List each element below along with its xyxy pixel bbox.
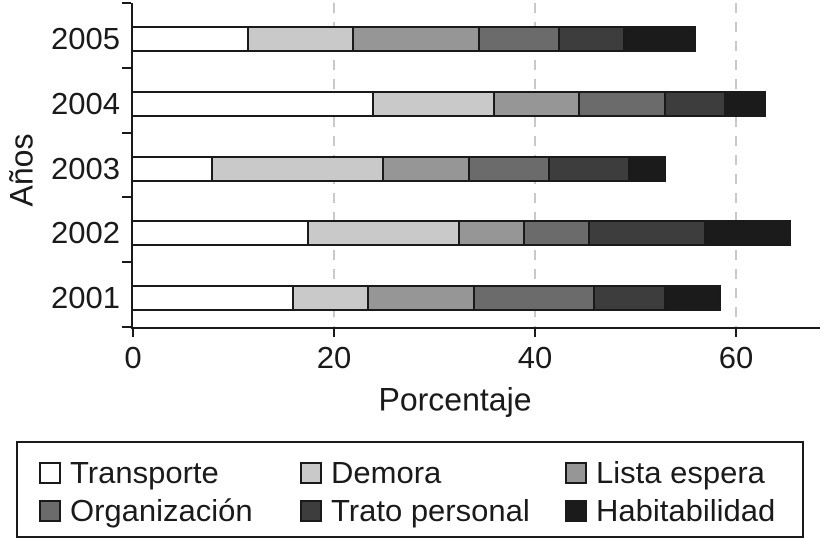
legend-label: Organización (70, 493, 253, 528)
x-tick-label: 20 (316, 340, 352, 375)
legend-swatch-transporte (39, 462, 61, 484)
legend: Transporte Demora Lista espera Organización… (16, 441, 804, 538)
bar-segment-trato-personal (548, 155, 631, 182)
bar-segment-habitabilidad (703, 220, 792, 247)
bar-segment-habitabilidad (623, 26, 696, 52)
x-tick-label: 60 (718, 340, 754, 375)
legend-item-lista-espera: Lista espera (565, 454, 802, 492)
x-axis-title: Porcentaje (378, 381, 532, 418)
legend-swatch-organización (39, 500, 61, 522)
bar-2005 (131, 26, 696, 52)
y-axis-tick (122, 66, 131, 69)
legend-swatch-habitabilidad (565, 500, 587, 522)
bar-segment-habitabilidad (663, 285, 721, 312)
x-axis-tick (534, 329, 536, 337)
legend-label: Trato personal (331, 493, 530, 528)
y-axis-tick (122, 131, 131, 134)
bar-2002 (131, 220, 792, 247)
bar-segment-transporte (131, 220, 309, 247)
bar-segment-trato-personal (558, 26, 626, 52)
year-label-2001: 2001 (51, 280, 120, 316)
x-tick-label: 40 (517, 340, 553, 375)
year-label-2004: 2004 (51, 85, 120, 121)
legend-item-habitabilidad: Habitabilidad (565, 492, 802, 530)
bar-2004 (131, 90, 767, 117)
bar-segment-trato-personal (663, 90, 726, 117)
y-axis-tick (122, 261, 131, 264)
bar-segment-organización (578, 90, 666, 117)
legend-label: Transporte (70, 455, 219, 490)
bar-segment-transporte (131, 155, 214, 182)
legend-label: Lista espera (596, 455, 765, 490)
bar-2003 (131, 155, 666, 182)
bar-2001 (131, 285, 721, 312)
x-axis-tick (735, 329, 737, 337)
bar-segment-demora (372, 90, 495, 117)
year-label-2002: 2002 (51, 215, 120, 251)
legend-swatch-lista-espera (565, 462, 587, 484)
bar-segment-transporte (131, 26, 249, 52)
bar-segment-lista-espera (352, 26, 480, 52)
bar-segment-lista-espera (492, 90, 581, 117)
bar-segment-demora (246, 26, 355, 52)
x-tick-label: 0 (124, 340, 142, 375)
legend-swatch-demora (300, 462, 322, 484)
bar-segment-organización (472, 285, 596, 312)
bar-segment-habitabilidad (724, 90, 767, 117)
bar-segment-lista-espera (367, 285, 475, 312)
bar-segment-trato-personal (593, 285, 666, 312)
bar-segment-transporte (131, 90, 375, 117)
y-axis-tick (122, 196, 131, 199)
legend-item-trato-personal: Trato personal (300, 492, 565, 530)
x-axis (131, 327, 820, 329)
bar-segment-organización (467, 155, 551, 182)
gridline-60 (735, 3, 737, 327)
bar-segment-demora (291, 285, 370, 312)
bar-segment-transporte (131, 285, 294, 312)
y-axis-tick (122, 326, 131, 328)
legend-label: Demora (331, 455, 442, 490)
legend-item-organización: Organización (39, 492, 300, 530)
year-label-2003: 2003 (51, 150, 120, 186)
y-axis-tick (122, 2, 131, 4)
legend-label: Habitabilidad (596, 493, 776, 528)
bar-segment-trato-personal (588, 220, 706, 247)
legend-item-transporte: Transporte (39, 454, 300, 492)
bar-segment-demora (211, 155, 385, 182)
x-axis-tick (333, 329, 335, 337)
bar-segment-demora (306, 220, 460, 247)
bar-segment-habitabilidad (628, 155, 666, 182)
x-axis-tick (132, 329, 134, 337)
bar-segment-lista-espera (457, 220, 525, 247)
bar-segment-organización (477, 26, 561, 52)
legend-item-demora: Demora (300, 454, 565, 492)
bar-segment-lista-espera (382, 155, 470, 182)
legend-swatch-trato-personal (300, 500, 322, 522)
year-label-2005: 2005 (51, 21, 120, 56)
bar-segment-organización (523, 220, 591, 247)
